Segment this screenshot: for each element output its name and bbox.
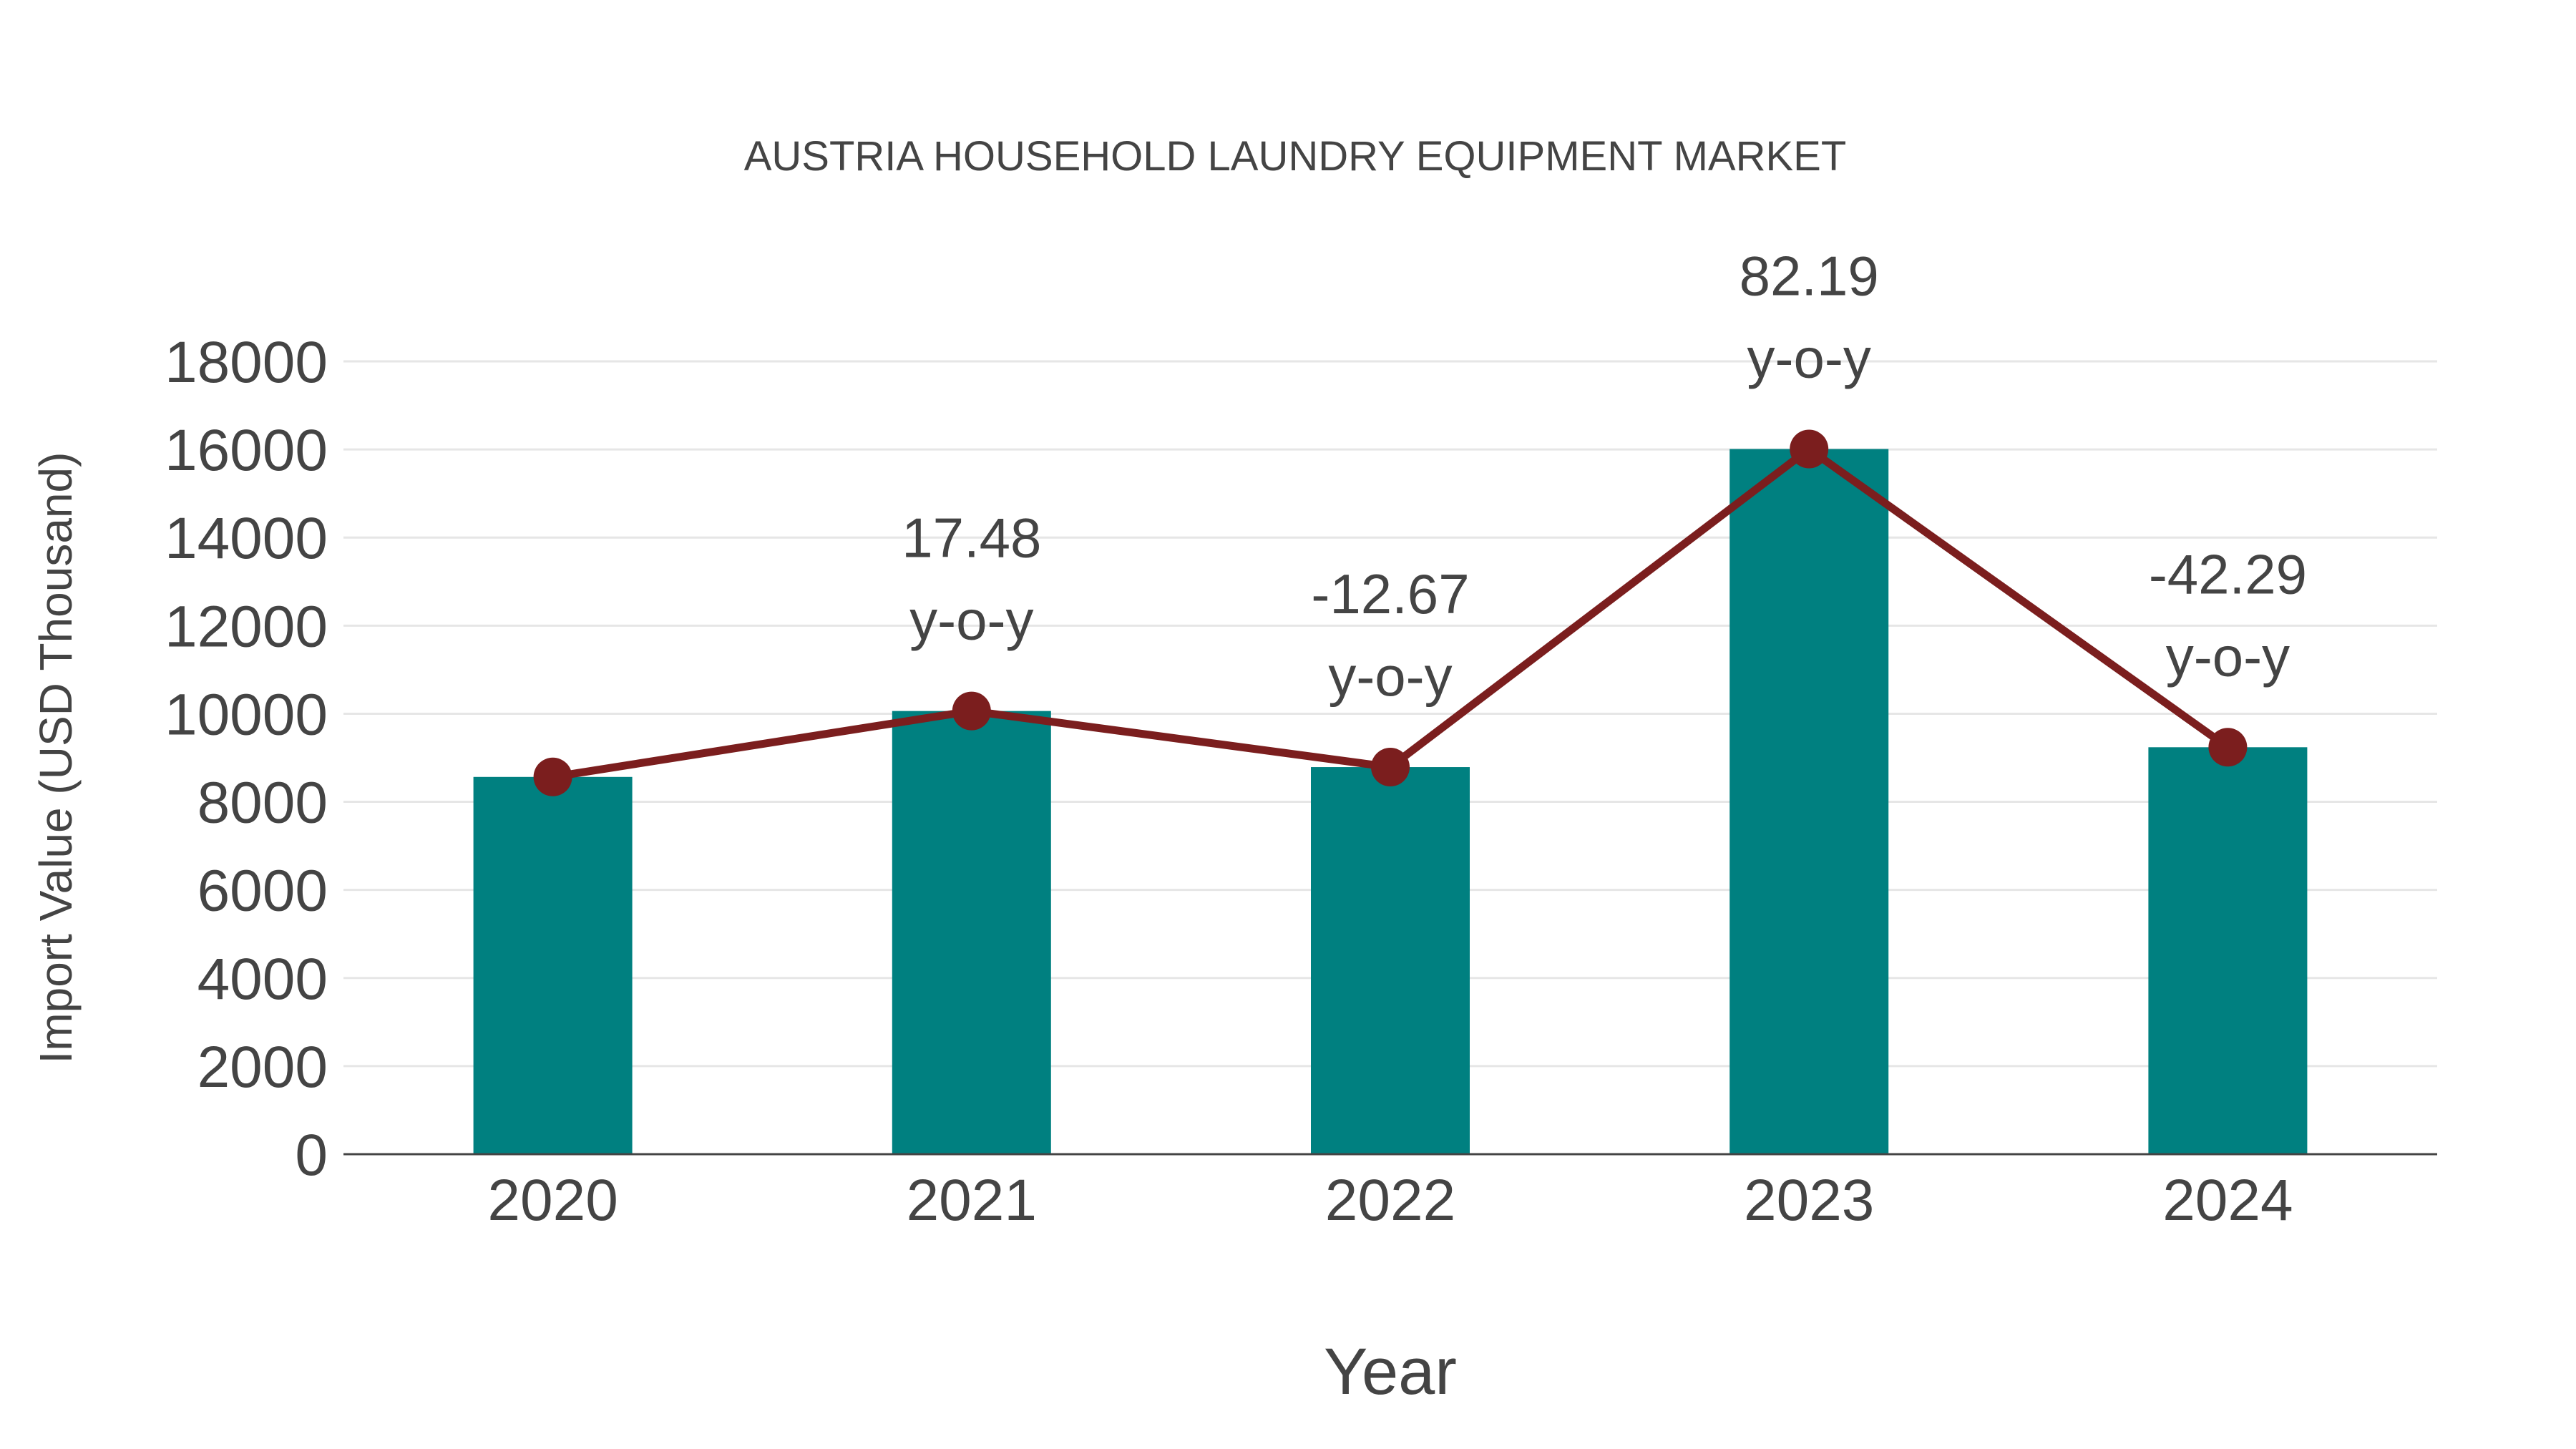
x-tick-label: 2020 (487, 1168, 618, 1233)
yoy-suffix: y-o-y (1328, 645, 1452, 708)
bar (2148, 747, 2308, 1154)
bar-series (473, 449, 2308, 1154)
y-tick-label: 2000 (197, 1035, 328, 1100)
y-tick-label: 16000 (165, 418, 328, 483)
x-axis-ticks: 2020 2021 2022 2023 2024 (487, 1168, 2293, 1233)
y-axis-ticks: 0 2000 4000 6000 8000 10000 12000 14000 16000 180… (165, 330, 328, 1188)
yoy-suffix: y-o-y (2166, 625, 2290, 688)
x-tick-label: 2023 (1744, 1168, 1874, 1233)
y-tick-label: 0 (295, 1123, 328, 1188)
y-tick-label: 4000 (197, 947, 328, 1012)
bar (892, 711, 1051, 1154)
x-tick-label: 2024 (2162, 1168, 2293, 1233)
gridlines (343, 360, 2437, 1068)
line-marker (2208, 728, 2248, 767)
bar (1311, 767, 1470, 1154)
y-axis-title: Import Value (USD Thousand) (30, 452, 82, 1064)
y-tick-label: 18000 (165, 330, 328, 395)
yoy-suffix: y-o-y (909, 589, 1033, 652)
line-marker (533, 757, 572, 796)
y-tick-label: 14000 (165, 506, 328, 571)
y-tick-label: 10000 (165, 682, 328, 747)
line-series (533, 429, 2248, 796)
chart-title: AUSTRIA HOUSEHOLD LAUNDRY EQUIPMENT MARK… (744, 133, 1847, 180)
x-tick-label: 2021 (907, 1168, 1037, 1233)
line-marker (1790, 429, 1829, 469)
x-axis-title: Year (1324, 1335, 1457, 1408)
line-marker (952, 691, 991, 731)
y-tick-label: 8000 (197, 771, 328, 836)
line-marker (1371, 748, 1410, 787)
yoy-value: -12.67 (1311, 562, 1469, 625)
bar (473, 776, 633, 1154)
x-tick-label: 2022 (1325, 1168, 1455, 1233)
bar (1729, 449, 1889, 1154)
yoy-annotations: 17.48 y-o-y -12.67 y-o-y 82.19 y-o-y -42.29 y-o… (902, 244, 2307, 708)
yoy-suffix: y-o-y (1747, 326, 1871, 389)
yoy-value: 17.48 (902, 507, 1041, 570)
yoy-value: -42.29 (2149, 542, 2307, 605)
y-tick-label: 12000 (165, 594, 328, 659)
y-tick-label: 6000 (197, 859, 328, 924)
yoy-value: 82.19 (1740, 244, 1879, 307)
